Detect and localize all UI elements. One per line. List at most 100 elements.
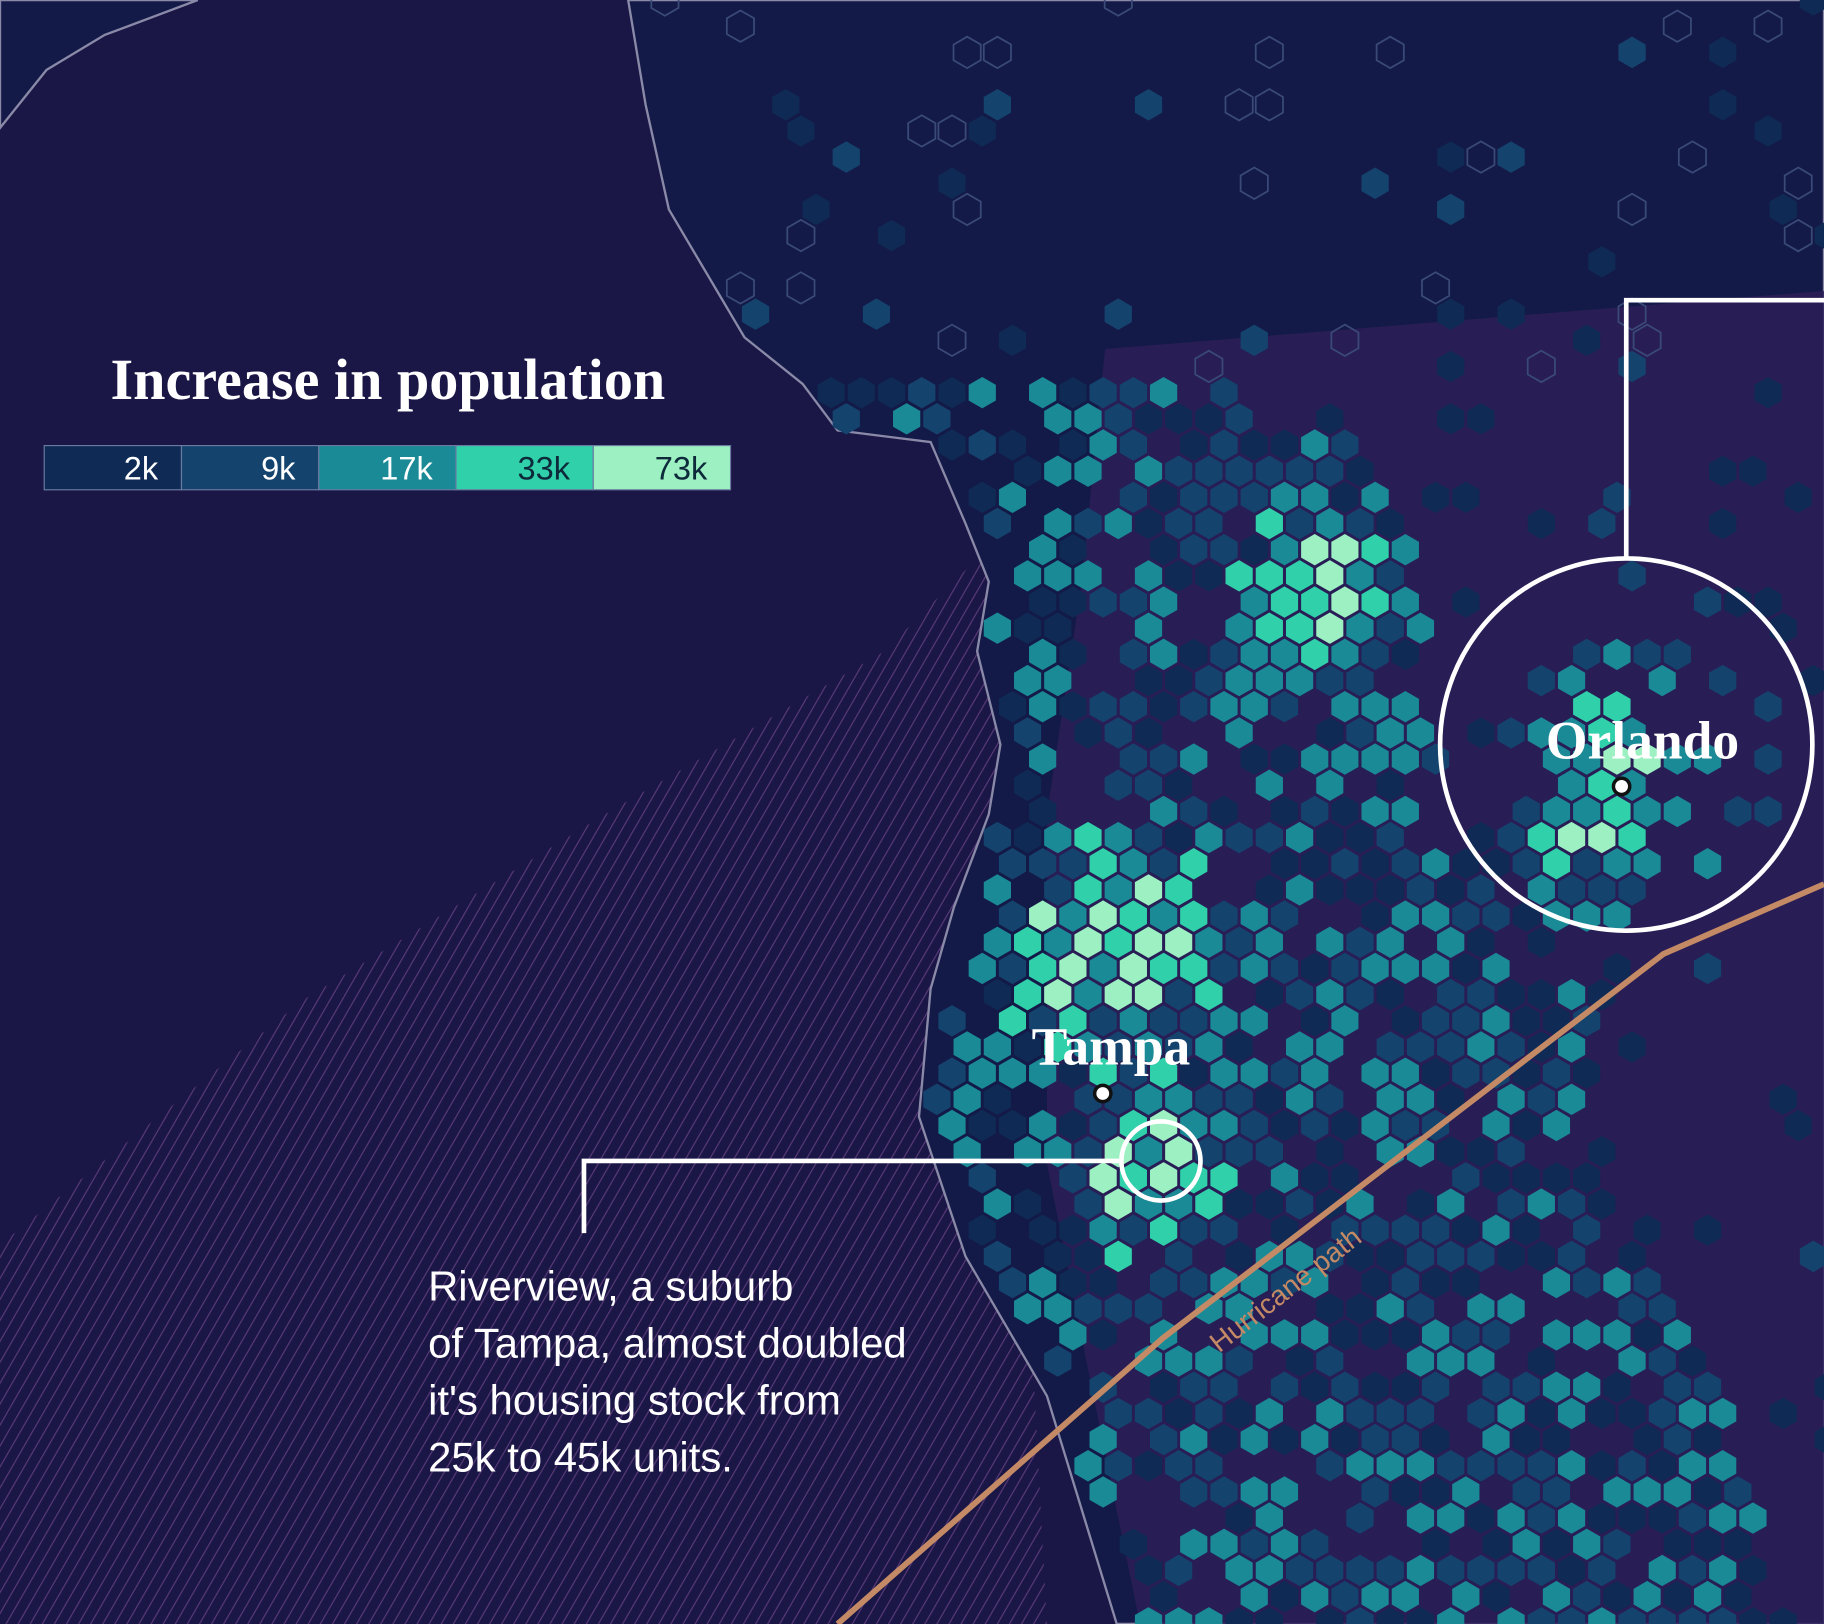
hex [1225,1397,1253,1430]
hex [1633,795,1661,828]
hex [1693,1476,1722,1508]
hex [1361,900,1389,932]
hex [1452,1005,1480,1037]
hex [1709,1554,1737,1587]
hex [1452,586,1480,618]
hex [1376,769,1404,801]
hex [1512,1476,1540,1508]
hex [1270,795,1299,828]
hex [1406,1554,1435,1587]
hex [1134,1135,1163,1168]
hex [1195,1188,1223,1220]
hex [1316,1345,1344,1377]
hex [1709,1502,1737,1534]
hex [1331,795,1359,828]
hex [1346,717,1374,749]
hex [1180,1057,1208,1089]
hex [998,324,1026,356]
hex [923,1083,951,1116]
hex [1270,1266,1299,1299]
hex [1693,848,1722,880]
hex [1437,1345,1465,1377]
hex [1240,429,1268,461]
hex [1618,717,1646,749]
hex [1165,1397,1193,1430]
hex [1104,507,1132,540]
hex [1225,717,1253,749]
hex [1663,1476,1691,1508]
hex [1059,1319,1087,1351]
hex [1301,743,1329,775]
hex [1316,507,1344,540]
hex [1165,1450,1193,1482]
hex [1754,586,1782,618]
hex [1270,481,1299,514]
hex [1557,874,1586,906]
hex [1618,1607,1646,1624]
hex [1044,1031,1072,1063]
hex [1467,1240,1495,1273]
hex [1331,743,1359,775]
hex [1346,1397,1374,1430]
hex [1497,1554,1525,1587]
hex [1119,952,1147,985]
hex [1029,586,1057,618]
hex [1210,691,1238,723]
hex [1134,1397,1163,1430]
hex [998,1266,1026,1299]
annotation-line: 25k to 45k units. [428,1434,733,1481]
hex [1662,9,1692,43]
hex [1195,1607,1223,1624]
hex [1406,1083,1435,1116]
hex [1195,821,1223,854]
hex [1724,1580,1752,1613]
hex [1165,1554,1193,1587]
hex [952,192,982,227]
hex [1059,533,1087,566]
legend-title: Increase in population [111,347,666,412]
hex [1044,1240,1072,1273]
hex [1618,821,1646,854]
hex [1210,376,1238,409]
hex [1648,1607,1676,1624]
hex [1693,1371,1722,1403]
hex [1104,403,1132,435]
hex [1301,1371,1329,1403]
hex [1769,1607,1797,1624]
hex [1104,1188,1132,1220]
hex [1814,1426,1824,1453]
hex [1074,821,1102,854]
legend-label: 33k [517,450,570,486]
hex [1225,821,1253,854]
hex [1783,218,1813,253]
hex [1285,978,1314,1011]
hex [1134,978,1163,1011]
hex [1029,533,1057,566]
hex [1331,586,1359,618]
hex [1165,1607,1193,1624]
hex [1754,795,1782,828]
hex [1074,1450,1102,1482]
hex [1285,1240,1314,1273]
hex [1014,1188,1042,1220]
hex [1588,1607,1616,1624]
hex [1542,1371,1571,1403]
hex [1089,1214,1117,1246]
hex [1150,1162,1178,1194]
hex [1180,743,1208,775]
hex [1467,978,1495,1011]
hex [982,35,1012,70]
hex [1331,848,1359,880]
hex [1361,1423,1389,1456]
hex [1119,691,1147,723]
hex [1195,1397,1223,1430]
city-label: Orlando [1546,710,1739,770]
hex [1573,1057,1601,1089]
hex [1527,1554,1555,1587]
hex [1693,743,1722,775]
hex [1361,1580,1389,1613]
hex [1270,691,1299,723]
hex [1134,926,1163,958]
hex [1421,1476,1450,1508]
